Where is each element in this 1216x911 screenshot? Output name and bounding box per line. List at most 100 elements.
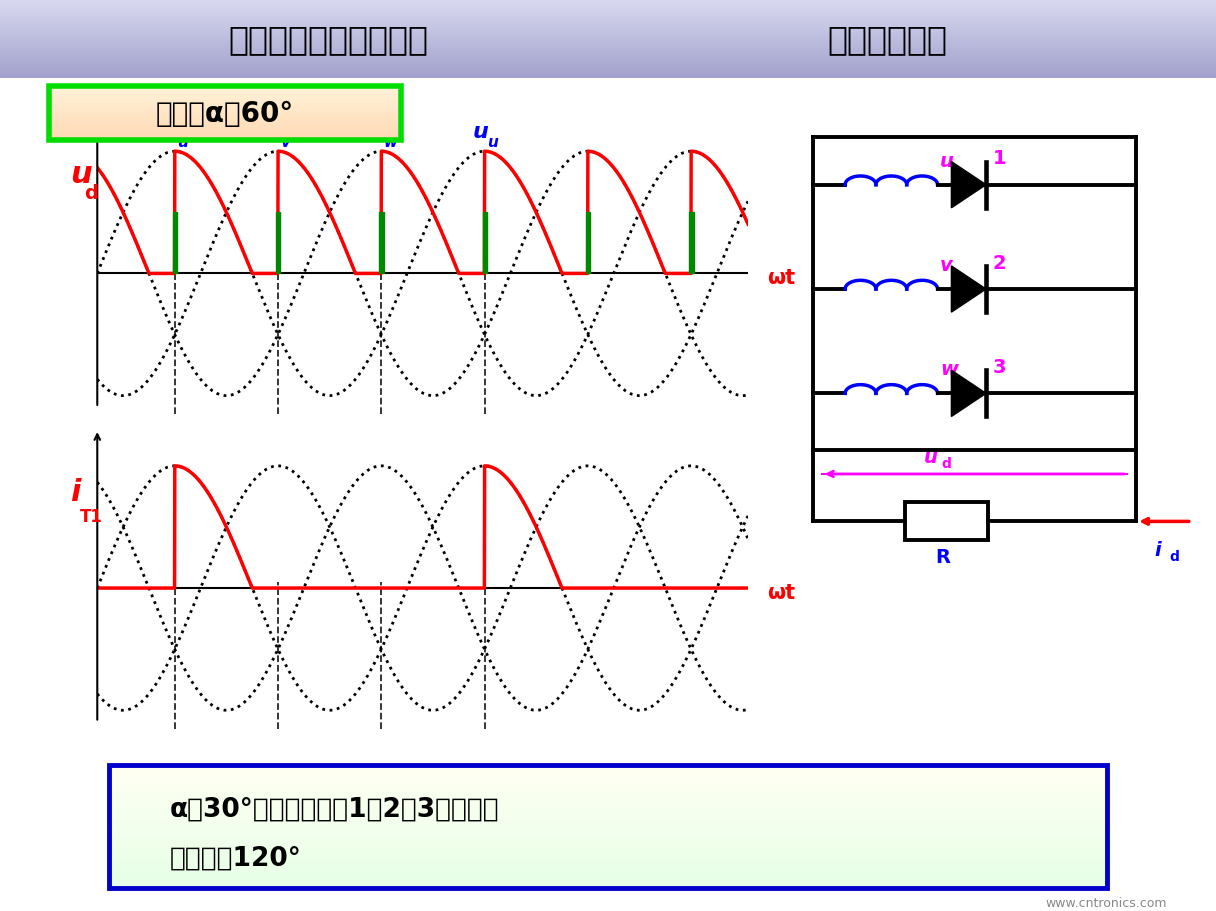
- Bar: [109, 786, 1107, 787]
- Bar: [109, 831, 1107, 832]
- Text: u: u: [940, 151, 953, 170]
- Text: www.cntronics.com: www.cntronics.com: [1046, 896, 1167, 909]
- Polygon shape: [951, 162, 986, 209]
- Bar: [109, 857, 1107, 859]
- Bar: [109, 849, 1107, 850]
- Bar: [109, 814, 1107, 815]
- Bar: [109, 807, 1107, 808]
- Bar: [109, 866, 1107, 867]
- Bar: [109, 773, 1107, 775]
- Bar: [109, 877, 1107, 878]
- Bar: [109, 834, 1107, 835]
- Bar: [109, 819, 1107, 821]
- Text: u: u: [486, 135, 497, 150]
- Bar: [109, 804, 1107, 806]
- Bar: [173, 213, 178, 274]
- Bar: [109, 835, 1107, 836]
- Bar: [109, 815, 1107, 817]
- Bar: [109, 801, 1107, 803]
- Bar: [109, 772, 1107, 773]
- Bar: [109, 823, 1107, 824]
- Bar: [109, 782, 1107, 783]
- Text: 1: 1: [993, 149, 1007, 169]
- Bar: [483, 213, 486, 274]
- Bar: [905, 503, 989, 541]
- Bar: [109, 871, 1107, 872]
- Bar: [109, 787, 1107, 789]
- Bar: [109, 800, 1107, 801]
- Bar: [109, 791, 1107, 793]
- Text: 控制角α＝60°: 控制角α＝60°: [156, 100, 294, 128]
- Text: u: u: [368, 121, 384, 141]
- Bar: [109, 861, 1107, 863]
- Bar: [109, 845, 1107, 846]
- Bar: [109, 847, 1107, 849]
- Text: 三相半波可控整流电路: 三相半波可控整流电路: [229, 23, 428, 56]
- Bar: [109, 798, 1107, 800]
- Text: i: i: [71, 477, 80, 507]
- Bar: [109, 789, 1107, 790]
- Text: ωt: ωt: [767, 268, 795, 288]
- Bar: [109, 777, 1107, 779]
- Bar: [109, 865, 1107, 866]
- Text: ωt: ωt: [767, 582, 795, 602]
- Bar: [109, 880, 1107, 881]
- Polygon shape: [951, 267, 986, 312]
- Text: u: u: [178, 135, 188, 150]
- Bar: [109, 840, 1107, 842]
- Bar: [109, 885, 1107, 887]
- Bar: [109, 856, 1107, 857]
- Bar: [109, 803, 1107, 804]
- Bar: [109, 844, 1107, 845]
- Bar: [109, 853, 1107, 854]
- Bar: [109, 779, 1107, 780]
- Bar: [276, 213, 281, 274]
- Text: u: u: [163, 121, 179, 141]
- Bar: [109, 769, 1107, 770]
- Text: T1: T1: [80, 507, 103, 526]
- Bar: [379, 213, 384, 274]
- Bar: [109, 776, 1107, 777]
- Bar: [109, 824, 1107, 825]
- Bar: [109, 843, 1107, 844]
- Bar: [109, 780, 1107, 782]
- Text: w: w: [384, 135, 398, 150]
- Bar: [109, 765, 1107, 766]
- Bar: [109, 829, 1107, 831]
- Text: u: u: [71, 159, 92, 189]
- Bar: [109, 870, 1107, 871]
- Bar: [109, 768, 1107, 769]
- Bar: [109, 874, 1107, 875]
- Bar: [689, 213, 693, 274]
- Text: v: v: [940, 256, 952, 275]
- Bar: [109, 876, 1107, 877]
- Text: w: w: [940, 360, 958, 379]
- Bar: [109, 821, 1107, 822]
- Text: 通角小于120°: 通角小于120°: [169, 844, 302, 871]
- Text: i: i: [1155, 540, 1161, 559]
- Text: 纯电阻性负载: 纯电阻性负载: [828, 23, 947, 56]
- Text: d: d: [941, 456, 951, 470]
- Bar: [109, 864, 1107, 865]
- Text: d: d: [84, 183, 97, 202]
- Bar: [109, 872, 1107, 874]
- Bar: [109, 806, 1107, 807]
- Polygon shape: [951, 371, 986, 417]
- Text: 2: 2: [993, 253, 1007, 272]
- Bar: [109, 822, 1107, 823]
- Bar: [109, 875, 1107, 876]
- Bar: [109, 836, 1107, 838]
- Text: u: u: [472, 121, 488, 141]
- Bar: [109, 797, 1107, 798]
- Bar: [109, 842, 1107, 843]
- Text: d: d: [1170, 549, 1180, 564]
- Bar: [109, 850, 1107, 851]
- Bar: [109, 846, 1107, 847]
- Bar: [109, 808, 1107, 810]
- Bar: [109, 833, 1107, 834]
- Bar: [109, 854, 1107, 855]
- Bar: [109, 810, 1107, 811]
- Bar: [109, 796, 1107, 797]
- Text: α＞30°时电流断续，1、2、3晶闸管导: α＞30°时电流断续，1、2、3晶闸管导: [169, 795, 499, 822]
- Bar: [109, 828, 1107, 829]
